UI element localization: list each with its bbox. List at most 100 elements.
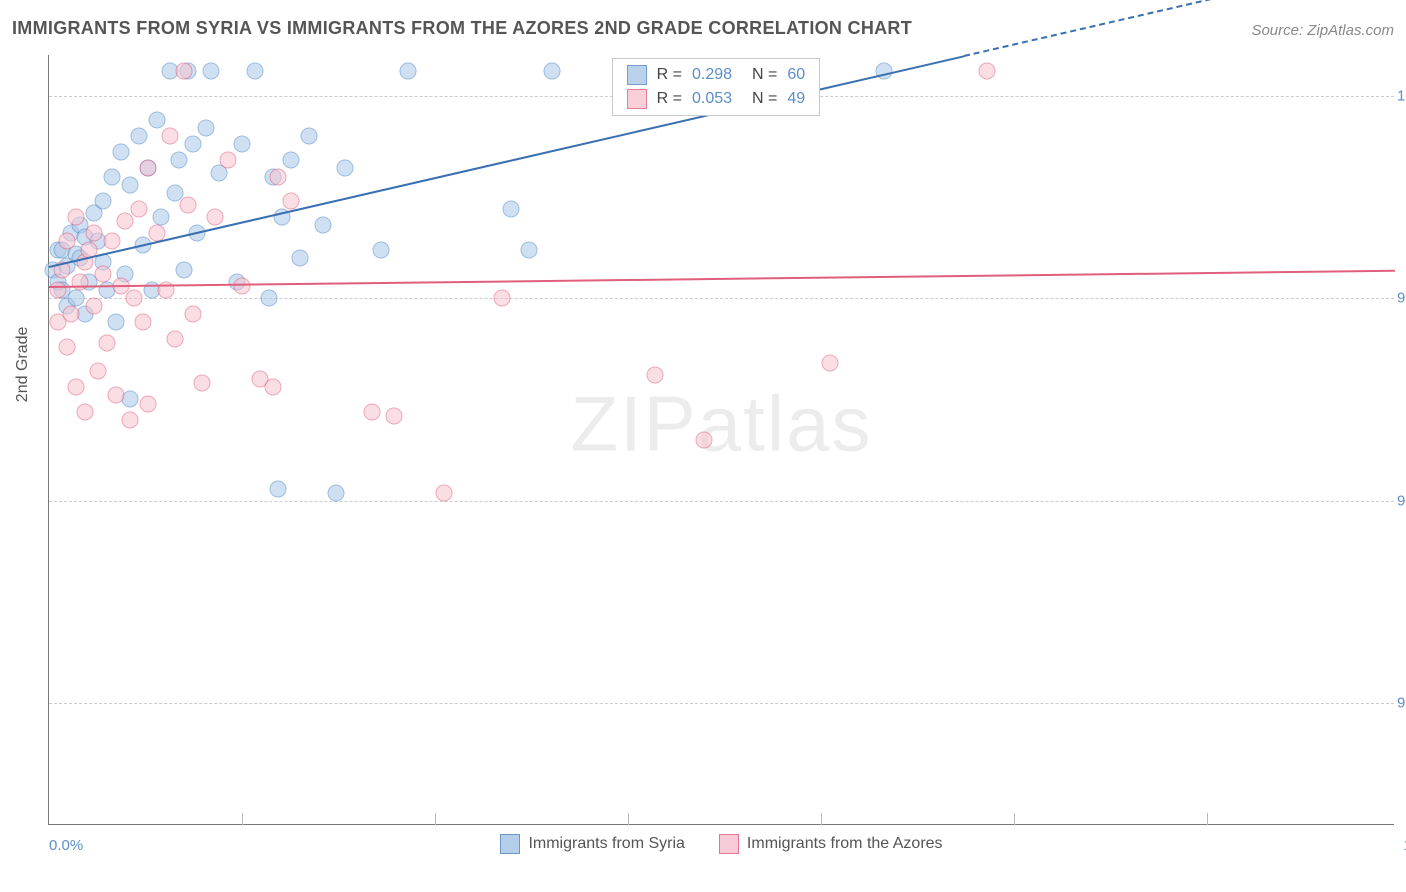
data-point [130,128,147,145]
data-point [76,403,93,420]
gridline-h [49,501,1394,502]
x-tick-mark [242,813,243,825]
data-point [63,306,80,323]
data-point [503,201,520,218]
data-point [646,367,663,384]
data-point [148,111,165,128]
data-point [58,233,75,250]
data-point [233,136,250,153]
data-point [386,407,403,424]
y-tick-label: 100.0% [1397,87,1406,104]
stat-n-value: 49 [787,90,805,108]
data-point [193,375,210,392]
legend-swatch [719,834,739,854]
gridline-h [49,703,1394,704]
data-point [67,209,84,226]
title-bar: IMMIGRANTS FROM SYRIA VS IMMIGRANTS FROM… [12,18,1394,39]
data-point [337,160,354,177]
data-point [328,484,345,501]
data-point [94,265,111,282]
series-swatch [627,89,647,109]
data-point [184,136,201,153]
data-point [175,261,192,278]
stat-r-value: 0.298 [692,66,732,84]
stats-row: R =0.053N =49 [613,87,820,111]
stat-r-value: 0.053 [692,90,732,108]
x-tick-mark [821,813,822,825]
data-point [139,160,156,177]
data-point [72,273,89,290]
watermark: ZIPatlas [570,379,872,470]
stat-n-label: N = [752,66,777,84]
data-point [49,282,66,299]
data-point [364,403,381,420]
y-tick-label: 97.5% [1397,290,1406,307]
data-point [162,128,179,145]
data-point [103,233,120,250]
data-point [130,201,147,218]
data-point [233,278,250,295]
x-tick-mark [435,813,436,825]
data-point [108,387,125,404]
data-point [184,306,201,323]
data-point [117,213,134,230]
data-point [269,168,286,185]
data-point [139,395,156,412]
chart-title: IMMIGRANTS FROM SYRIA VS IMMIGRANTS FROM… [12,18,912,39]
data-point [198,119,215,136]
legend-item: Immigrants from Syria [500,834,684,854]
data-point [292,249,309,266]
data-point [58,338,75,355]
series-swatch [627,65,647,85]
data-point [260,290,277,307]
data-point [435,484,452,501]
data-point [821,355,838,372]
data-point [269,480,286,497]
data-point [283,192,300,209]
stat-r-label: R = [657,90,682,108]
legend-label: Immigrants from the Azores [747,835,943,853]
scatter-plot: ZIPatlas 0.0% 15.0% 92.5%95.0%97.5%100.0… [48,55,1394,825]
stats-legend: R =0.298N =60R =0.053N =49 [612,58,821,116]
data-point [94,192,111,209]
data-point [126,290,143,307]
x-tick-mark [1014,813,1015,825]
data-point [99,334,116,351]
data-point [978,63,995,80]
data-point [171,152,188,169]
data-point [112,144,129,161]
data-point [85,225,102,242]
data-point [85,298,102,315]
bottom-legend: Immigrants from Syria Immigrants from the… [49,834,1394,854]
gridline-h [49,298,1394,299]
data-point [121,176,138,193]
data-point [153,209,170,226]
data-point [90,363,107,380]
data-point [265,379,282,396]
data-point [180,196,197,213]
y-axis-title: 2nd Grade [14,327,32,403]
data-point [67,379,84,396]
legend-item: Immigrants from the Azores [719,834,943,854]
x-tick-mark [628,813,629,825]
data-point [166,330,183,347]
data-point [301,128,318,145]
data-point [494,290,511,307]
trend-line [49,270,1395,288]
data-point [543,63,560,80]
y-tick-label: 95.0% [1397,492,1406,509]
data-point [696,432,713,449]
source-label: Source: ZipAtlas.com [1251,22,1394,39]
y-tick-label: 92.5% [1397,695,1406,712]
data-point [373,241,390,258]
data-point [67,290,84,307]
data-point [283,152,300,169]
legend-label: Immigrants from Syria [528,835,684,853]
data-point [314,217,331,234]
legend-swatch [500,834,520,854]
data-point [207,209,224,226]
data-point [175,63,192,80]
x-tick-mark [1207,813,1208,825]
data-point [220,152,237,169]
data-point [247,63,264,80]
